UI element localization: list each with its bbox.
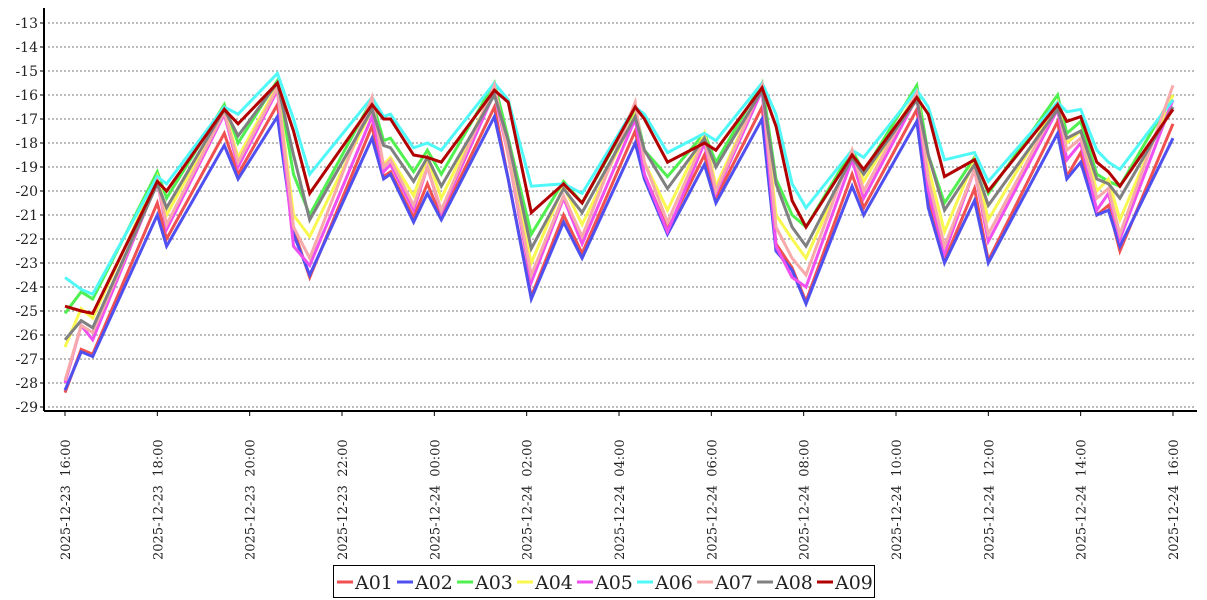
y-tick-label: -26 xyxy=(15,328,38,344)
y-tick-label: -14 xyxy=(15,40,38,56)
x-tick-label: 2025-12-24 02:00 xyxy=(521,439,536,560)
legend-item-a09: A09 xyxy=(817,572,873,594)
y-tick-label: -20 xyxy=(15,184,38,200)
legend-label: A05 xyxy=(594,572,633,594)
legend-label: A03 xyxy=(474,572,513,594)
legend: A01 A02 A03 A04 A05 A06 A07 A08 A09 xyxy=(333,565,875,598)
legend-item-a08: A08 xyxy=(757,572,813,594)
gridlines xyxy=(48,22,1195,408)
x-tick-label: 2025-12-24 16:00 xyxy=(1167,439,1182,560)
legend-label: A01 xyxy=(354,572,393,594)
x-tick-label: 2025-12-24 10:00 xyxy=(890,439,905,560)
legend-label: A02 xyxy=(414,572,453,594)
legend-label: A04 xyxy=(534,572,573,594)
x-tick-label: 2025-12-24 14:00 xyxy=(1075,439,1090,560)
y-tick-label: -25 xyxy=(15,304,38,320)
legend-item-a05: A05 xyxy=(577,572,633,594)
y-tick-label: -24 xyxy=(15,280,38,296)
y-tick-label: -22 xyxy=(15,232,38,248)
x-tick-label: 2025-12-24 08:00 xyxy=(798,439,813,560)
y-tick-label: -27 xyxy=(15,352,38,368)
x-tick-label: 2025-12-24 12:00 xyxy=(982,439,997,560)
x-tick-label: 2025-12-23 20:00 xyxy=(244,439,259,560)
series-line-a06 xyxy=(64,70,1175,297)
legend-item-a06: A06 xyxy=(637,572,693,594)
legend-box xyxy=(333,565,875,598)
y-tick-label: -18 xyxy=(15,136,38,152)
y-axis-ticks: -13 -14 -15 -16 -17 -18 -19 -20 -21 -22 -23 -24 -25 -… xyxy=(15,16,44,416)
legend-item-a02: A02 xyxy=(397,572,453,594)
legend-item-a01: A01 xyxy=(337,572,393,594)
y-tick-label: -28 xyxy=(15,376,38,392)
series-line-a02 xyxy=(63,112,1175,391)
y-tick-label: -17 xyxy=(15,112,38,128)
legend-label: A07 xyxy=(714,572,753,594)
x-tick-label: 2025-12-24 04:00 xyxy=(613,439,628,560)
x-tick-label: 2025-12-24 06:00 xyxy=(705,439,720,560)
legend-item-a03: A03 xyxy=(457,572,513,594)
legend-item-a04: A04 xyxy=(517,572,573,594)
y-tick-label: -13 xyxy=(15,16,38,32)
y-tick-label: -23 xyxy=(15,256,38,272)
y-tick-label: -15 xyxy=(15,64,38,80)
x-tick-label: 2025-12-24 00:00 xyxy=(428,439,443,560)
legend-label: A09 xyxy=(834,572,873,594)
series-line-a08 xyxy=(63,79,1175,341)
y-tick-label: -21 xyxy=(15,208,38,224)
series-line-a09 xyxy=(64,80,1175,316)
x-tick-label: 2025-12-23 22:00 xyxy=(336,439,351,560)
y-tick-label: -19 xyxy=(15,160,38,176)
x-tick-label: 2025-12-23 16:00 xyxy=(59,439,74,560)
x-axis-ticks: 2025-12-23 16:00 2025-12-23 18:00 2025-12-… xyxy=(59,411,1182,560)
x-tick-label: 2025-12-23 18:00 xyxy=(151,439,166,560)
legend-item-a07: A07 xyxy=(697,572,753,594)
y-tick-label: -29 xyxy=(15,400,38,416)
y-tick-label: -16 xyxy=(15,88,38,104)
legend-label: A08 xyxy=(774,572,813,594)
legend-label: A06 xyxy=(654,572,693,594)
series-lines xyxy=(63,70,1175,394)
